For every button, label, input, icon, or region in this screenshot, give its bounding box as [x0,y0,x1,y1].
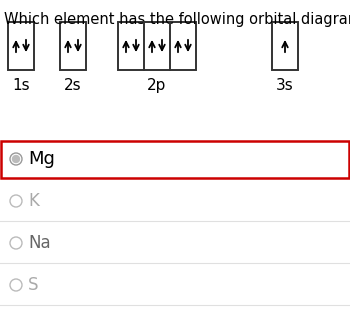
Text: 2s: 2s [64,78,82,93]
Circle shape [13,155,20,162]
Bar [118,22,196,70]
Bar [272,22,298,70]
Bar [1,140,349,177]
Text: Which element has the following orbital diagram?: Which element has the following orbital … [4,12,350,27]
Text: Na: Na [28,234,51,252]
Text: 1s: 1s [12,78,30,93]
Text: K: K [28,192,39,210]
Text: 2p: 2p [147,78,167,93]
Bar [0,140,350,178]
Bar [8,22,34,70]
Text: S: S [28,276,38,294]
Text: Mg: Mg [28,150,55,168]
Bar [0,224,350,262]
Bar [0,266,350,304]
Bar [0,182,350,220]
Text: 3s: 3s [276,78,294,93]
Bar [60,22,86,70]
